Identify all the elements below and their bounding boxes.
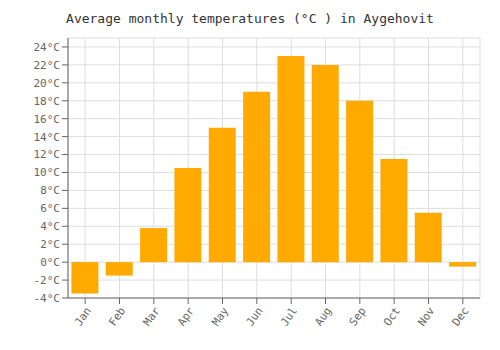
svg-text:-2°C: -2°C	[34, 274, 61, 287]
svg-text:2°C: 2°C	[40, 238, 60, 251]
svg-text:Jan: Jan	[72, 305, 94, 329]
svg-text:Apr: Apr	[175, 304, 197, 328]
svg-text:20°C: 20°C	[34, 77, 61, 90]
svg-text:Sep: Sep	[347, 305, 369, 329]
svg-text:6°C: 6°C	[40, 202, 60, 215]
svg-text:Nov: Nov	[415, 304, 437, 328]
html-text:Average monthly temperatures (: Average monthly temperatures (°C ) in Ay…	[66, 11, 434, 26]
svg-text:16°C: 16°C	[34, 113, 61, 126]
svg-text:Aug: Aug	[312, 305, 334, 329]
svg-text:Dec: Dec	[450, 305, 472, 329]
svg-text:10°C: 10°C	[34, 166, 61, 179]
svg-text:Oct: Oct	[381, 305, 403, 329]
svg-text:12°C: 12°C	[34, 148, 61, 161]
svg-text:Feb: Feb	[106, 305, 128, 329]
svg-text:8°C: 8°C	[40, 184, 60, 197]
svg-text:22°C: 22°C	[34, 59, 61, 72]
svg-text:14°C: 14°C	[34, 131, 61, 144]
svg-text:0°C: 0°C	[40, 256, 60, 269]
svg-text:-4°C: -4°C	[34, 292, 61, 305]
svg-text:4°C: 4°C	[40, 220, 60, 233]
svg-text:Jul: Jul	[278, 305, 300, 329]
svg-text:24°C: 24°C	[34, 41, 61, 54]
svg-text:Jun: Jun	[244, 305, 266, 329]
svg-text:May: May	[209, 304, 231, 328]
svg-text:Mar: Mar	[141, 304, 163, 328]
svg-text:18°C: 18°C	[34, 95, 61, 108]
